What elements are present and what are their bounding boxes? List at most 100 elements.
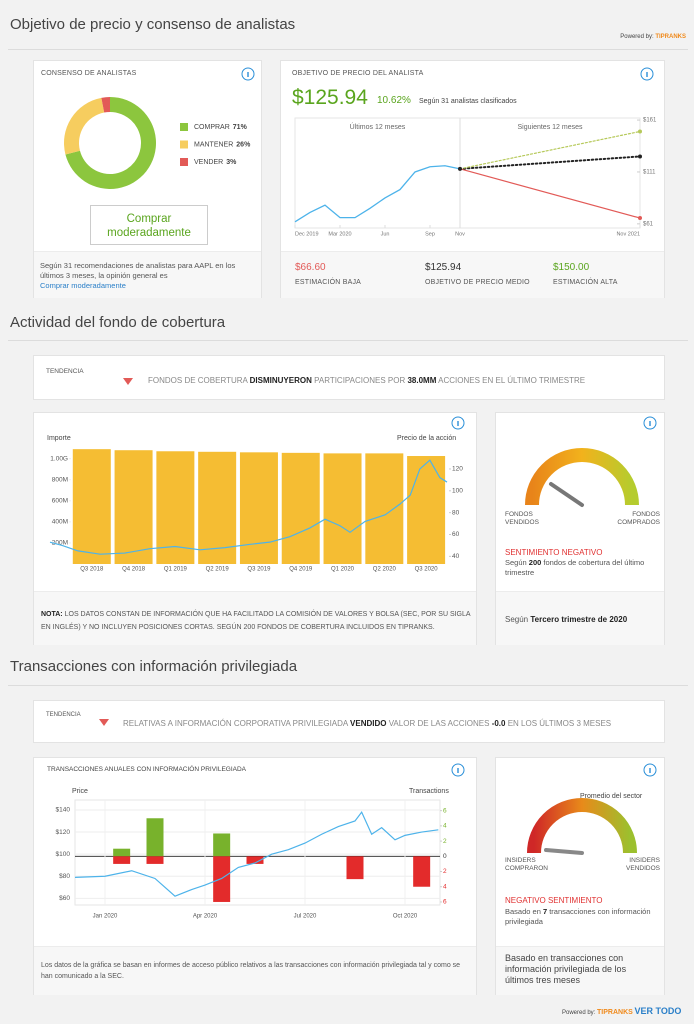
bar	[113, 856, 131, 864]
price-line	[294, 165, 461, 223]
legend-label: VENDER	[194, 159, 223, 166]
trend-part: DISMINUYERON	[249, 376, 312, 385]
bar	[114, 450, 153, 564]
section-title: Objetivo de precio y consenso de analist…	[10, 16, 296, 33]
bar	[113, 848, 131, 857]
y2-axis-label: Transactions	[409, 788, 449, 795]
card-title: TRANSACCIONES ANUALES CON INFORMACIÓN PR…	[47, 766, 247, 773]
trend-text: RELATIVAS A INFORMACIÓN CORPORATIVA PRIV…	[123, 719, 611, 728]
trend-label: TENDENCIA	[46, 368, 84, 375]
gauge-left-label: INSIDERS COMPRARON	[505, 857, 548, 872]
consensus-button[interactable]: Comprar moderadamente	[90, 205, 208, 245]
legend-value: 3%	[226, 159, 237, 166]
info-glyphs	[247, 72, 651, 773]
gauge-footer: Basado en transacciones con información …	[505, 953, 627, 985]
trend-part: VALOR DE LAS ACCIONES	[386, 719, 492, 728]
bar	[213, 833, 231, 857]
info-icon[interactable]	[451, 763, 465, 777]
price-line	[49, 459, 448, 555]
card-footer	[496, 946, 664, 995]
bar	[407, 456, 446, 564]
bar	[246, 856, 264, 864]
trend-arrow	[99, 719, 109, 726]
powered-by: Powered by: TIPRANKS VER TODO	[562, 1006, 681, 1016]
note: NOTA: LOS DATOS CONSTAN DE INFORMACIÓN Q…	[41, 608, 473, 634]
x-tick-label: Jun	[381, 231, 390, 237]
info-icon[interactable]	[640, 67, 654, 81]
x-tick-label: Q2 2019	[206, 567, 230, 573]
info-icon[interactable]	[451, 416, 465, 430]
gauge	[525, 448, 639, 506]
note: Los datos de la gráfica se basan en info…	[41, 962, 461, 980]
legend-entry: COMPRAR 71%	[194, 124, 248, 131]
section-title: Transacciones con información privilegia…	[10, 658, 298, 675]
sentiment: NEGATIVO SENTIMIENTO	[505, 896, 603, 905]
gauge-left-label: FONDOS VENDIDOS	[505, 511, 539, 526]
sentiment: SENTIMIENTO NEGATIVO	[505, 548, 603, 557]
gauge-right-label: FONDOS COMPRADOS	[617, 511, 660, 526]
info-icon[interactable]	[643, 763, 657, 777]
basis-part: 200	[528, 558, 542, 567]
x-tick-label: Q3 2020	[415, 567, 439, 573]
plot-frame	[294, 117, 641, 229]
upside: 10.62%	[377, 95, 411, 106]
powered-label: Powered by:	[562, 1010, 596, 1016]
y-tick-label: $111	[643, 170, 656, 176]
target-value: $66.60	[295, 262, 326, 273]
x-tick-label: Sep	[425, 231, 435, 237]
y-tick-label: 400M	[52, 519, 68, 526]
basis-part: 7	[542, 907, 548, 916]
x-tick-label: Q1 2019	[164, 567, 188, 573]
x-tick-label: Jul 2020	[294, 914, 317, 920]
basis-part: Basado en	[505, 907, 543, 916]
view-all[interactable]: VER TODO	[634, 1006, 682, 1016]
gauge-basis: Basado en 7 transacciones con informació…	[505, 907, 653, 927]
section-title: Actividad del fondo de cobertura	[10, 314, 226, 331]
gauge-period: Según Tercero trimestre de 2020	[505, 615, 627, 624]
card-footer	[281, 251, 664, 298]
consensus-link[interactable]: Comprar moderadamente	[40, 281, 126, 290]
y2-tick-label: 6	[443, 807, 447, 814]
x-tick-label: Mar 2020	[328, 231, 351, 237]
bar	[365, 453, 404, 564]
y-tick-label: $140	[56, 807, 71, 814]
target-point	[638, 154, 642, 159]
legend-entry: MANTENER 26%	[194, 141, 251, 148]
target-point	[638, 129, 642, 134]
card-footer	[34, 946, 476, 995]
bar	[156, 451, 195, 564]
brand: TIPRANKS	[655, 34, 686, 40]
legend-label: MANTENER	[194, 141, 233, 148]
trend-card	[33, 355, 665, 400]
x-tick-label: Nov	[455, 231, 465, 237]
target-name: ESTIMACIÓN ALTA	[553, 279, 618, 286]
trend-part: VENDIDO	[350, 719, 387, 728]
trend-part: EN LOS ÚLTIMOS 3 MESES	[505, 719, 612, 728]
legend-value: 26%	[236, 141, 251, 148]
period-label: Últimos 12 meses	[350, 122, 406, 131]
y-tick-label: $61	[643, 221, 654, 227]
brand: TIPRANKS	[597, 1009, 633, 1016]
bar	[239, 452, 278, 564]
x-tick-label: Q4 2019	[289, 567, 313, 573]
consensus-card	[33, 60, 262, 298]
y-tick-label: $60	[59, 895, 70, 902]
x-tick-label: Oct 2020	[393, 914, 418, 920]
info-icon[interactable]	[241, 67, 255, 81]
y-tick-label: $100	[56, 851, 71, 858]
legend-swatch	[180, 123, 188, 131]
divider	[8, 340, 688, 341]
info-icon[interactable]	[643, 416, 657, 430]
card-title: OBJETIVO DE PRECIO DEL ANALISTA	[292, 70, 424, 77]
y-axis-label: Price	[72, 788, 88, 795]
gauge-right-label: INSIDERS VENDIDOS	[626, 857, 660, 872]
x-tick-label: Nov 2021	[616, 231, 640, 237]
card-footer	[34, 591, 476, 645]
x-tick-label: Q3 2018	[80, 567, 104, 573]
x-tick-label: Dec 2019	[295, 231, 319, 237]
legend-entry: VENDER 3%	[194, 159, 237, 166]
x-tick-label: Q2 2020	[373, 567, 397, 573]
legend-swatch	[180, 140, 188, 149]
